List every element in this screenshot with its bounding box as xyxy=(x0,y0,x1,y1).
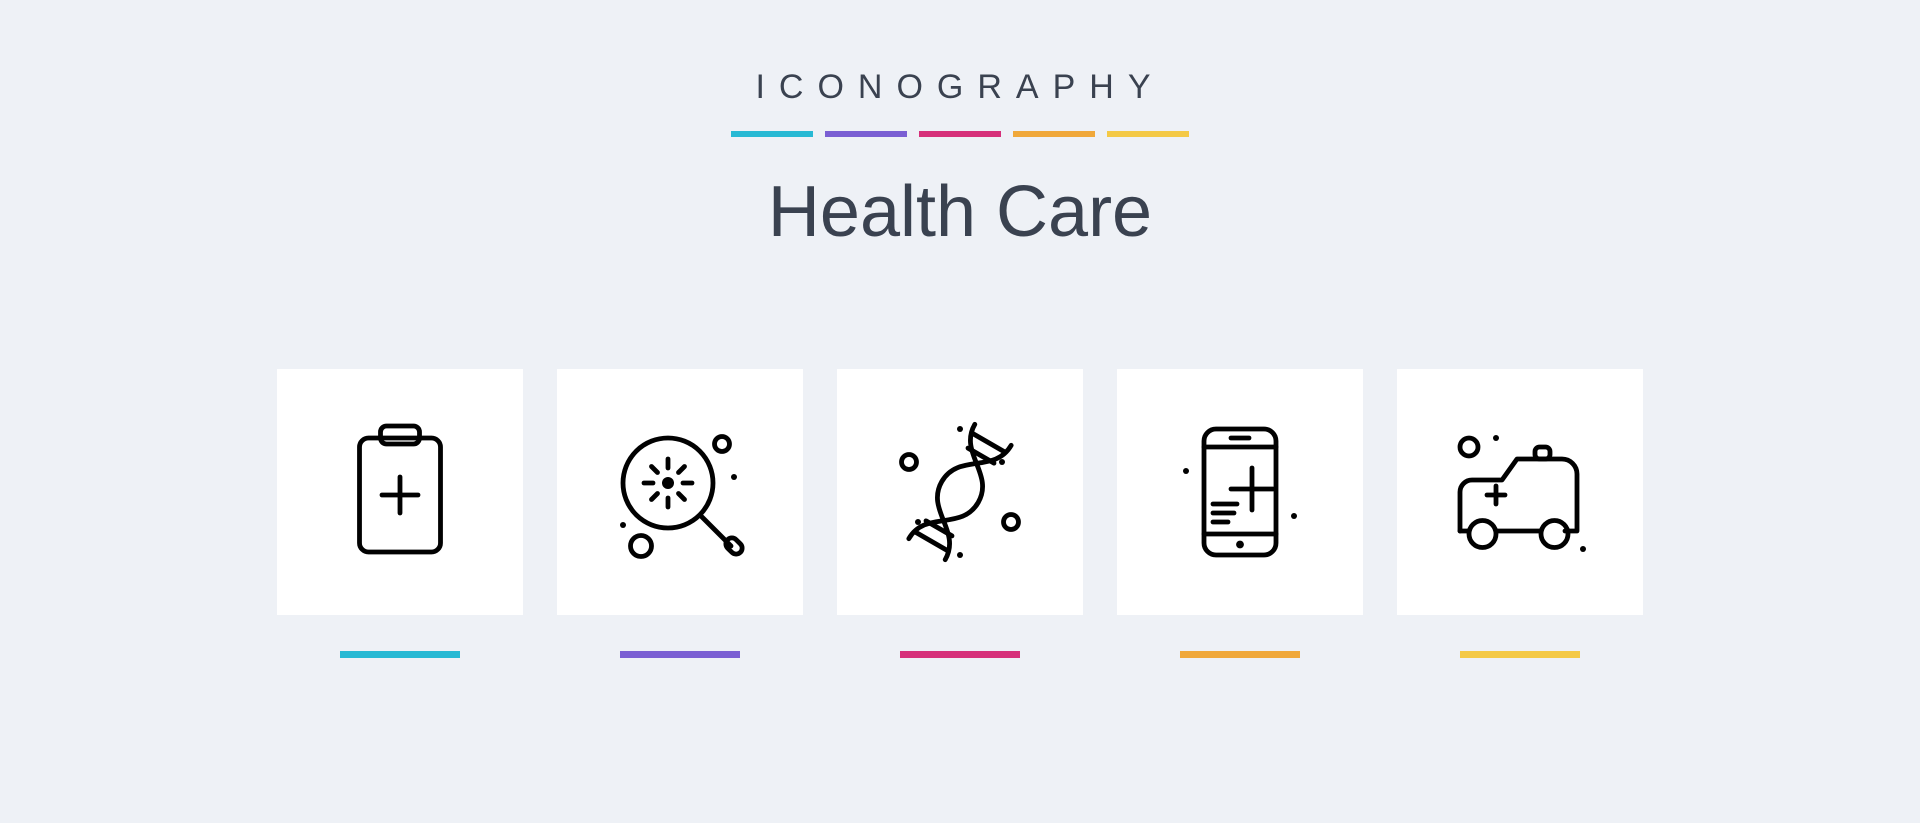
icon-card-clipboard xyxy=(277,369,523,658)
brand-label: ICONOGRAPHY xyxy=(0,68,1920,107)
strip-seg-2 xyxy=(825,131,907,137)
page-title: Health Care xyxy=(0,171,1920,253)
clipboard-icon xyxy=(325,417,475,567)
icon-row xyxy=(0,369,1920,658)
icon-tile xyxy=(1117,369,1363,615)
strip-seg-4 xyxy=(1013,131,1095,137)
icon-tile xyxy=(1397,369,1643,615)
icon-card-virus-search xyxy=(557,369,803,658)
strip-seg-5 xyxy=(1107,131,1189,137)
strip-seg-3 xyxy=(919,131,1001,137)
virus-search-icon xyxy=(605,417,755,567)
icon-card-medical-phone xyxy=(1117,369,1363,658)
icon-tile xyxy=(277,369,523,615)
card-underline xyxy=(620,651,740,658)
color-strip xyxy=(0,131,1920,137)
dna-icon xyxy=(885,417,1035,567)
icon-tile xyxy=(557,369,803,615)
header: ICONOGRAPHY Health Care xyxy=(0,0,1920,253)
icon-tile xyxy=(837,369,1083,615)
card-underline xyxy=(340,651,460,658)
card-underline xyxy=(1180,651,1300,658)
strip-seg-1 xyxy=(731,131,813,137)
ambulance-icon xyxy=(1445,417,1595,567)
medical-phone-icon xyxy=(1165,417,1315,567)
card-underline xyxy=(1460,651,1580,658)
icon-card-dna xyxy=(837,369,1083,658)
card-underline xyxy=(900,651,1020,658)
icon-card-ambulance xyxy=(1397,369,1643,658)
